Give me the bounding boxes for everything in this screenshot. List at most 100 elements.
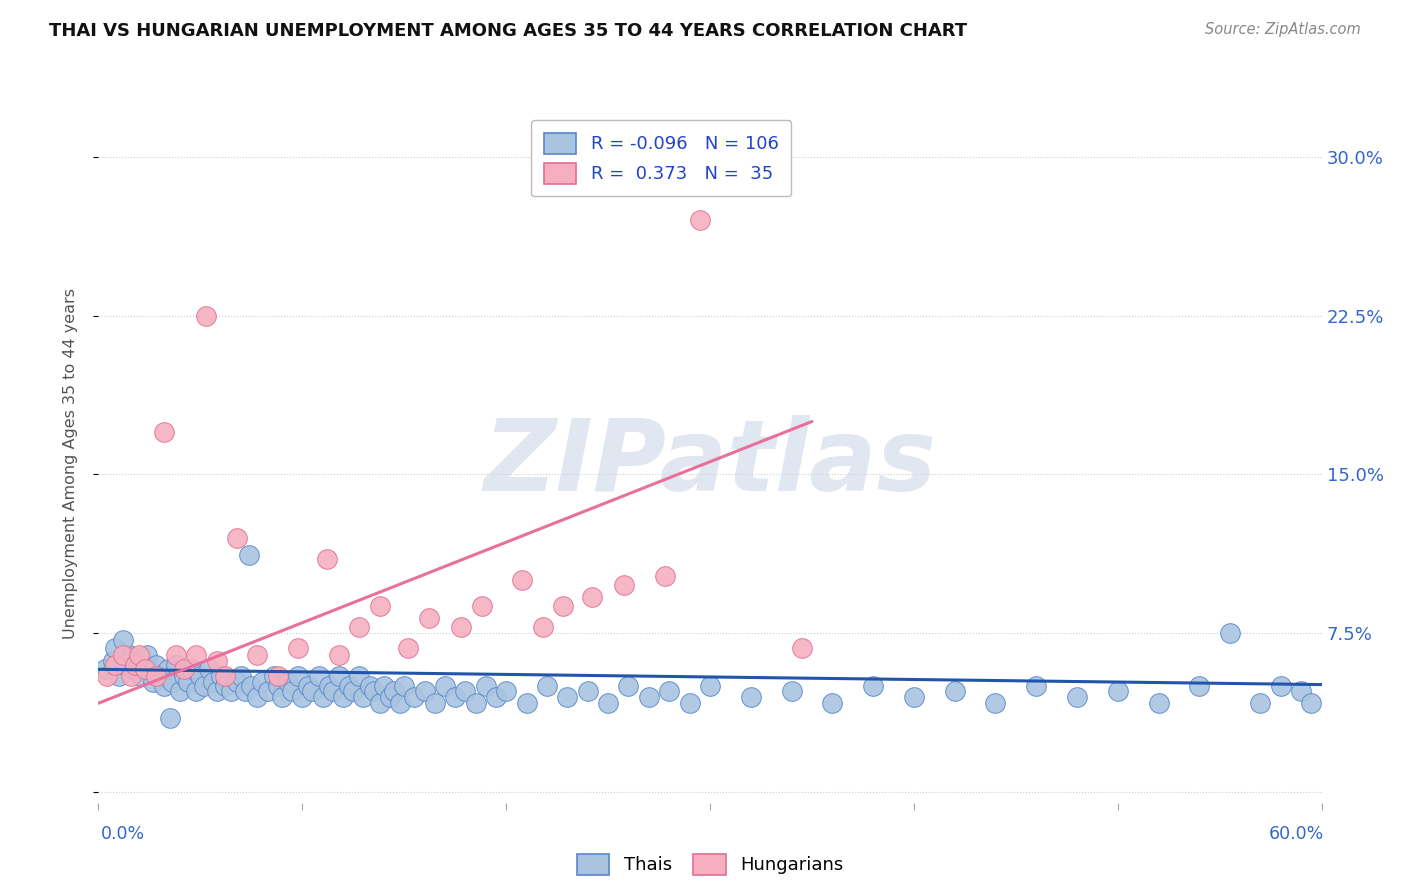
Point [312, 690, 335, 704]
Point [342, 683, 364, 698]
Point [159, 711, 181, 725]
Point [277, 675, 299, 690]
Point [658, 683, 681, 698]
Point [173, 669, 195, 683]
Point [193, 679, 215, 693]
Point [1107, 683, 1129, 698]
Point [322, 683, 344, 698]
Point [197, 662, 219, 676]
Point [1147, 696, 1170, 710]
Point [108, 669, 131, 683]
Point [378, 690, 401, 704]
Point [226, 531, 249, 545]
Point [263, 669, 285, 683]
Point [332, 690, 354, 704]
Point [617, 679, 640, 693]
Point [152, 425, 174, 439]
Point [231, 669, 253, 683]
Point [536, 679, 558, 693]
Point [531, 620, 554, 634]
Point [128, 648, 150, 662]
Point [219, 683, 242, 698]
Point [516, 696, 538, 710]
Point [1249, 696, 1271, 710]
Point [464, 696, 486, 710]
Point [301, 683, 323, 698]
Point [104, 641, 127, 656]
Point [120, 669, 142, 683]
Point [246, 648, 269, 662]
Point [169, 683, 191, 698]
Point [444, 690, 467, 704]
Point [132, 658, 155, 673]
Point [214, 669, 236, 683]
Point [434, 679, 457, 693]
Text: Source: ZipAtlas.com: Source: ZipAtlas.com [1205, 22, 1361, 37]
Point [485, 690, 508, 704]
Point [165, 648, 187, 662]
Point [214, 679, 236, 693]
Point [160, 675, 183, 690]
Point [136, 648, 159, 662]
Point [1291, 683, 1313, 698]
Point [209, 669, 232, 683]
Point [122, 662, 145, 676]
Point [226, 675, 249, 690]
Point [281, 683, 304, 698]
Point [111, 632, 134, 647]
Point [188, 669, 212, 683]
Point [638, 690, 661, 704]
Point [1066, 690, 1088, 704]
Point [512, 574, 534, 588]
Point [392, 679, 416, 693]
Point [145, 669, 167, 683]
Point [186, 648, 208, 662]
Point [177, 675, 200, 690]
Point [943, 683, 966, 698]
Point [267, 669, 290, 683]
Point [173, 662, 195, 676]
Point [233, 683, 256, 698]
Point [598, 696, 620, 710]
Point [145, 658, 167, 673]
Point [165, 658, 187, 673]
Point [576, 683, 599, 698]
Point [1219, 626, 1241, 640]
Point [740, 690, 762, 704]
Point [363, 683, 385, 698]
Point [557, 690, 579, 704]
Point [903, 690, 925, 704]
Point [297, 679, 319, 693]
Point [134, 662, 156, 676]
Point [349, 620, 371, 634]
Point [287, 669, 309, 683]
Point [111, 648, 134, 662]
Point [156, 662, 179, 676]
Point [382, 683, 405, 698]
Text: ZIPatlas: ZIPatlas [484, 416, 936, 512]
Point [1025, 679, 1047, 693]
Point [118, 648, 141, 662]
Point [138, 662, 160, 676]
Point [328, 648, 350, 662]
Point [101, 654, 124, 668]
Point [267, 679, 290, 693]
Point [240, 679, 263, 693]
Point [790, 641, 813, 656]
Point [246, 690, 269, 704]
Point [186, 683, 208, 698]
Point [201, 675, 224, 690]
Point [318, 679, 340, 693]
Point [96, 669, 118, 683]
Point [418, 611, 440, 625]
Point [149, 669, 172, 683]
Point [328, 669, 350, 683]
Point [250, 675, 273, 690]
Point [104, 658, 127, 673]
Point [195, 309, 218, 323]
Point [495, 683, 517, 698]
Point [654, 569, 676, 583]
Point [553, 599, 575, 613]
Point [613, 577, 636, 591]
Point [413, 683, 436, 698]
